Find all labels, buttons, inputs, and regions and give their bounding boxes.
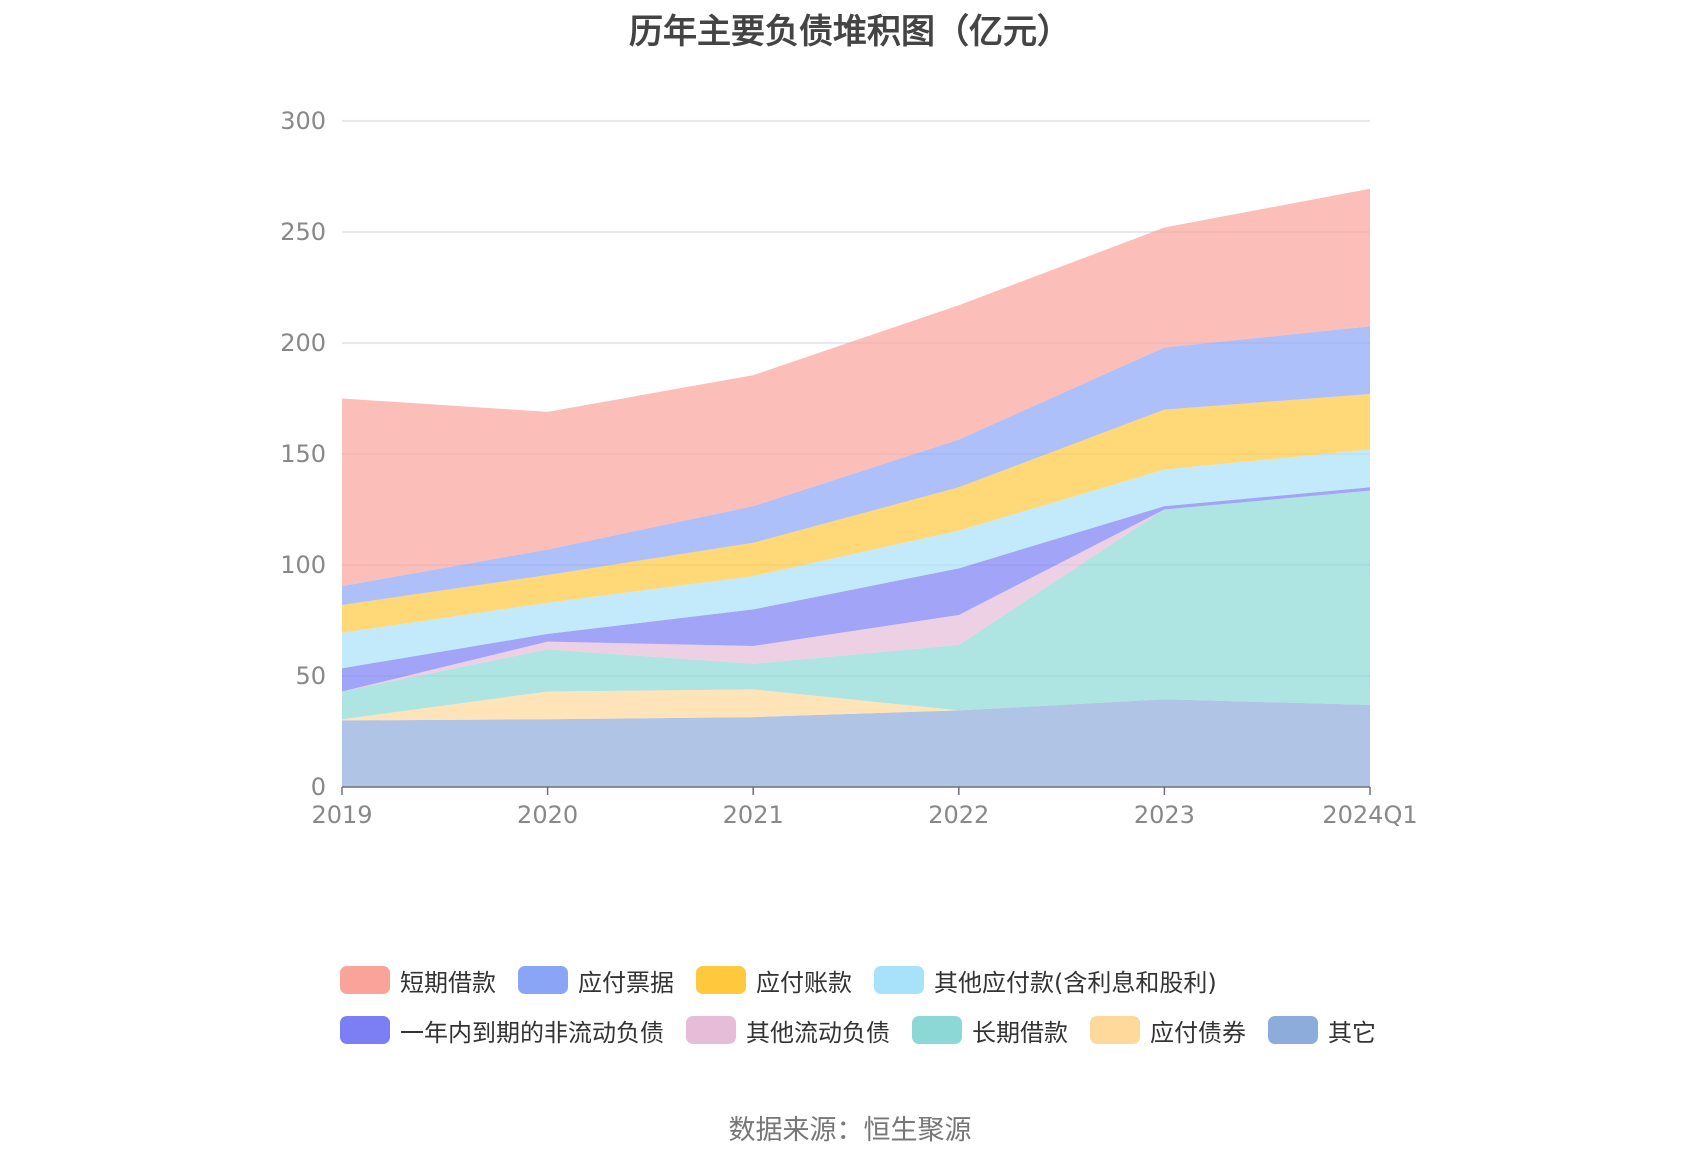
x-tick-label: 2022 (928, 801, 989, 829)
x-tick-label: 2019 (311, 801, 372, 829)
x-tick-label: 2021 (723, 801, 784, 829)
legend-label: 其他流动负债 (746, 1018, 890, 1047)
legend-item[interactable]: 其他应付款(含利息和股利) (874, 963, 1217, 998)
legend-row: 一年内到期的非流动负债 其他流动负债 长期借款 应付债券 其它 (340, 1005, 1420, 1055)
legend-label: 应付票据 (578, 968, 674, 997)
area-series-0[interactable] (342, 699, 1370, 787)
legend-swatch (1268, 1016, 1318, 1044)
legend-swatch (1090, 1016, 1140, 1044)
legend-item[interactable]: 一年内到期的非流动负债 (340, 1013, 664, 1048)
area-series-5[interactable] (342, 449, 1370, 669)
legend-item[interactable]: 其它 (1268, 1013, 1376, 1048)
x-tick-label: 2024Q1 (1322, 801, 1417, 829)
legend-row: 短期借款 应付票据 应付账款 其他应付款(含利息和股利) (340, 955, 1420, 1005)
area-series-8[interactable] (342, 188, 1370, 587)
stacked-areas (342, 188, 1370, 787)
legend-item[interactable]: 长期借款 (912, 1013, 1068, 1048)
legend-label: 应付账款 (756, 968, 852, 997)
legend-item[interactable]: 短期借款 (340, 963, 496, 998)
x-tick-label: 2023 (1134, 801, 1195, 829)
legend-swatch (912, 1016, 962, 1044)
y-tick-label: 0 (311, 773, 326, 801)
legend-label: 其他应付款(含利息和股利) (934, 968, 1217, 997)
legend-item[interactable]: 应付票据 (518, 963, 674, 998)
y-tick-label: 100 (280, 551, 326, 579)
legend-swatch (874, 966, 924, 994)
legend-item[interactable]: 其他流动负债 (686, 1013, 890, 1048)
legend-label: 长期借款 (972, 1018, 1068, 1047)
axes: 0 50 100 150 200 250 300 2019 2020 2021 2022 2023 20… (280, 107, 1417, 829)
legend-label: 应付债券 (1150, 1018, 1246, 1047)
area-series-1[interactable] (342, 689, 1370, 721)
y-tick-label: 200 (280, 329, 326, 357)
area-series-4[interactable] (342, 487, 1370, 692)
legend-item[interactable]: 应付债券 (1090, 1013, 1246, 1048)
area-series-2[interactable] (342, 490, 1370, 720)
y-tick-label: 50 (295, 662, 326, 690)
legend-swatch (518, 966, 568, 994)
legend-label: 短期借款 (400, 968, 496, 997)
legend-swatch (340, 1016, 390, 1044)
legend-swatch (340, 966, 390, 994)
x-tick-label: 2020 (517, 801, 578, 829)
legend: 短期借款 应付票据 应付账款 其他应付款(含利息和股利) 一年内到期的非流动负债 其他流动… (340, 955, 1420, 1055)
chart-title: 历年主要负债堆积图（亿元） (629, 12, 1071, 52)
legend-swatch (686, 1016, 736, 1044)
source-note: 数据来源：恒生聚源 (728, 1115, 972, 1146)
area-series-6[interactable] (342, 394, 1370, 633)
y-tick-label: 250 (280, 218, 326, 246)
area-series-3[interactable] (342, 490, 1370, 692)
y-tick-label: 300 (280, 107, 326, 135)
legend-label: 其它 (1328, 1018, 1376, 1047)
legend-swatch (696, 966, 746, 994)
legend-item[interactable]: 应付账款 (696, 963, 852, 998)
legend-label: 一年内到期的非流动负债 (400, 1018, 664, 1047)
area-series-7[interactable] (342, 326, 1370, 605)
y-tick-label: 150 (280, 440, 326, 468)
